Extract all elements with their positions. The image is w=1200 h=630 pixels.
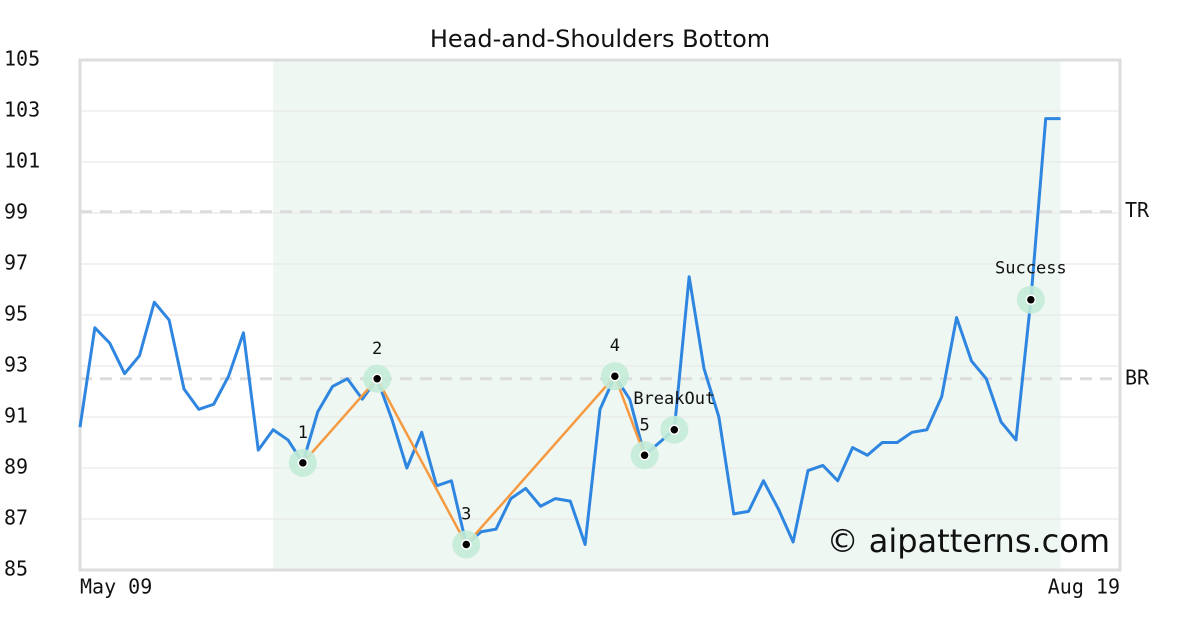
y-tick-label: 99 — [4, 200, 28, 224]
pattern-point-marker — [609, 370, 621, 382]
y-tick-label: 97 — [4, 251, 28, 275]
watermark: © aipatterns.com — [827, 522, 1110, 560]
y-tick-label: 85 — [4, 557, 28, 581]
pattern-point-marker — [461, 539, 472, 550]
pattern-point-label: 5 — [639, 415, 649, 435]
price-line — [78, 117, 1061, 546]
y-tick-label: 89 — [4, 455, 28, 479]
event-point-marker — [669, 424, 680, 435]
pattern-point-marker — [297, 457, 309, 469]
event-point-marker — [1025, 294, 1037, 305]
pattern-point-marker — [639, 450, 650, 461]
y-tick-label: 95 — [4, 302, 28, 326]
y-tick-label: 91 — [4, 404, 28, 428]
pattern-point-marker — [371, 373, 383, 384]
x-tick-label: Aug 19 — [1048, 575, 1120, 599]
pattern-point-label: 4 — [610, 336, 620, 356]
event-label: BreakOut — [633, 389, 715, 409]
y-tick-label: 101 — [4, 149, 40, 173]
y-tick-label: 93 — [4, 353, 28, 377]
pattern-point-label: 1 — [298, 423, 308, 443]
pattern-point-label: 2 — [372, 339, 382, 359]
chart-title: Head-and-Shoulders Bottom — [430, 25, 770, 53]
plot-frame — [78, 58, 1122, 572]
pattern-point-label: 3 — [461, 505, 471, 525]
event-label: Success — [995, 259, 1067, 279]
level-label: BR — [1125, 365, 1150, 389]
y-tick-label: 105 — [4, 47, 40, 71]
y-tick-label: 87 — [4, 506, 28, 530]
x-tick-label: May 09 — [80, 575, 152, 599]
level-label: TR — [1125, 198, 1150, 222]
y-tick-label: 103 — [4, 98, 40, 122]
